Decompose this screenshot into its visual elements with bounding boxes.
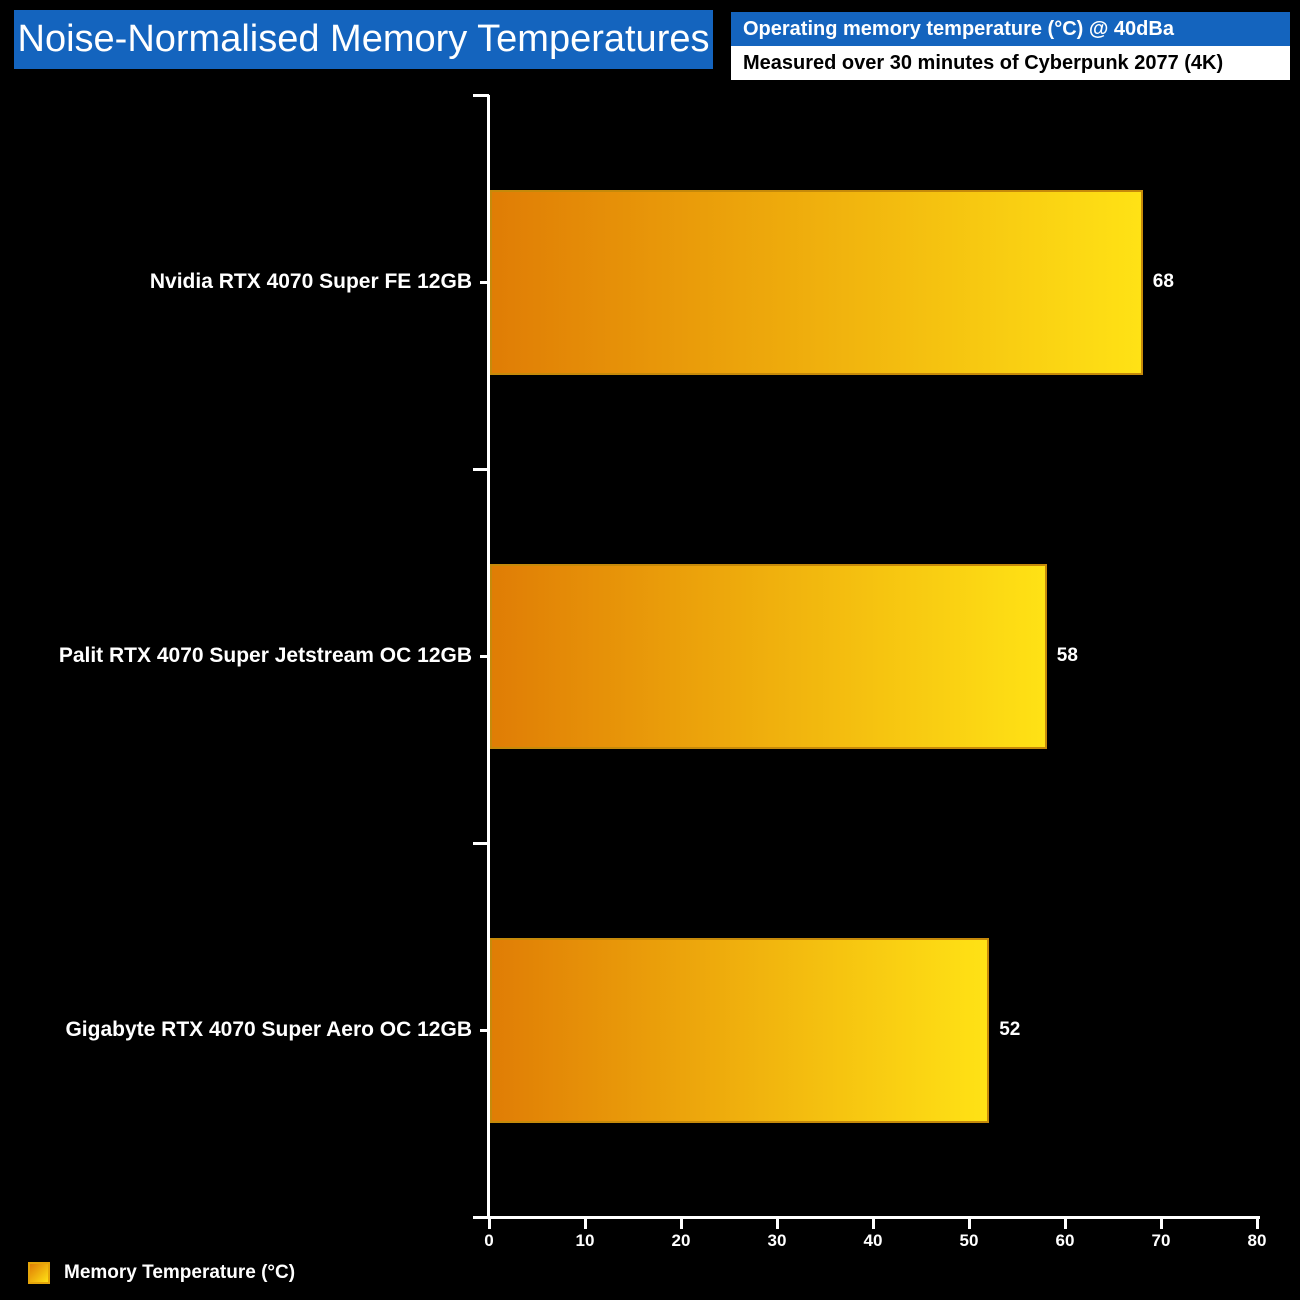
- x-axis-tick-label: 10: [575, 1231, 595, 1250]
- x-axis-tick-label: 70: [1151, 1231, 1171, 1250]
- header-info: Operating memory temperature (°C) @ 40dB…: [731, 12, 1290, 80]
- header-subtitle-primary: Operating memory temperature (°C) @ 40dB…: [731, 12, 1290, 46]
- legend: Memory Temperature (°C): [28, 1262, 295, 1284]
- bar-value-label: 52: [999, 1019, 1021, 1040]
- y-axis-boundary-tick: [473, 1215, 489, 1219]
- header-subtitle-secondary: Measured over 30 minutes of Cyberpunk 20…: [731, 46, 1290, 80]
- bar-value-label: 68: [1152, 271, 1174, 292]
- y-axis-category-tick: [480, 1028, 489, 1032]
- bar: [490, 563, 1047, 749]
- x-axis-tick-label: 30: [767, 1231, 787, 1250]
- category-label: Nvidia RTX 4070 Super FE 12GB: [149, 270, 472, 293]
- x-axis-tick-label: 20: [671, 1231, 691, 1250]
- category-label: Gigabyte RTX 4070 Super Aero OC 12GB: [65, 1018, 472, 1041]
- x-axis-tick: [487, 1219, 491, 1229]
- y-axis-boundary-tick: [473, 841, 489, 845]
- y-axis-boundary-tick: [473, 93, 489, 97]
- legend-swatch: [28, 1262, 50, 1284]
- bar-value-label: 58: [1056, 645, 1078, 666]
- x-axis-tick: [583, 1219, 587, 1229]
- bar: [490, 937, 990, 1123]
- x-axis-tick: [1159, 1219, 1163, 1229]
- bar: [490, 189, 1143, 375]
- x-axis-tick: [1063, 1219, 1067, 1229]
- x-axis-tick: [871, 1219, 875, 1229]
- page-title: Noise-Normalised Memory Temperatures: [14, 10, 713, 69]
- x-axis-tick: [679, 1219, 683, 1229]
- category-label: Palit RTX 4070 Super Jetstream OC 12GB: [58, 644, 472, 667]
- x-axis-tick-label: 0: [484, 1231, 494, 1250]
- x-axis-tick-label: 40: [863, 1231, 883, 1250]
- x-axis-tick-label: 50: [959, 1231, 979, 1250]
- x-axis-tick-label: 60: [1055, 1231, 1075, 1250]
- y-axis-boundary-tick: [473, 467, 489, 471]
- x-axis-tick: [1255, 1219, 1259, 1229]
- x-axis: [487, 1216, 1260, 1219]
- x-axis-tick: [967, 1219, 971, 1229]
- x-axis-tick: [775, 1219, 779, 1229]
- legend-label: Memory Temperature (°C): [64, 1262, 296, 1283]
- y-axis-category-tick: [480, 280, 489, 284]
- x-axis-tick-label: 80: [1247, 1231, 1267, 1250]
- y-axis-category-tick: [480, 654, 489, 658]
